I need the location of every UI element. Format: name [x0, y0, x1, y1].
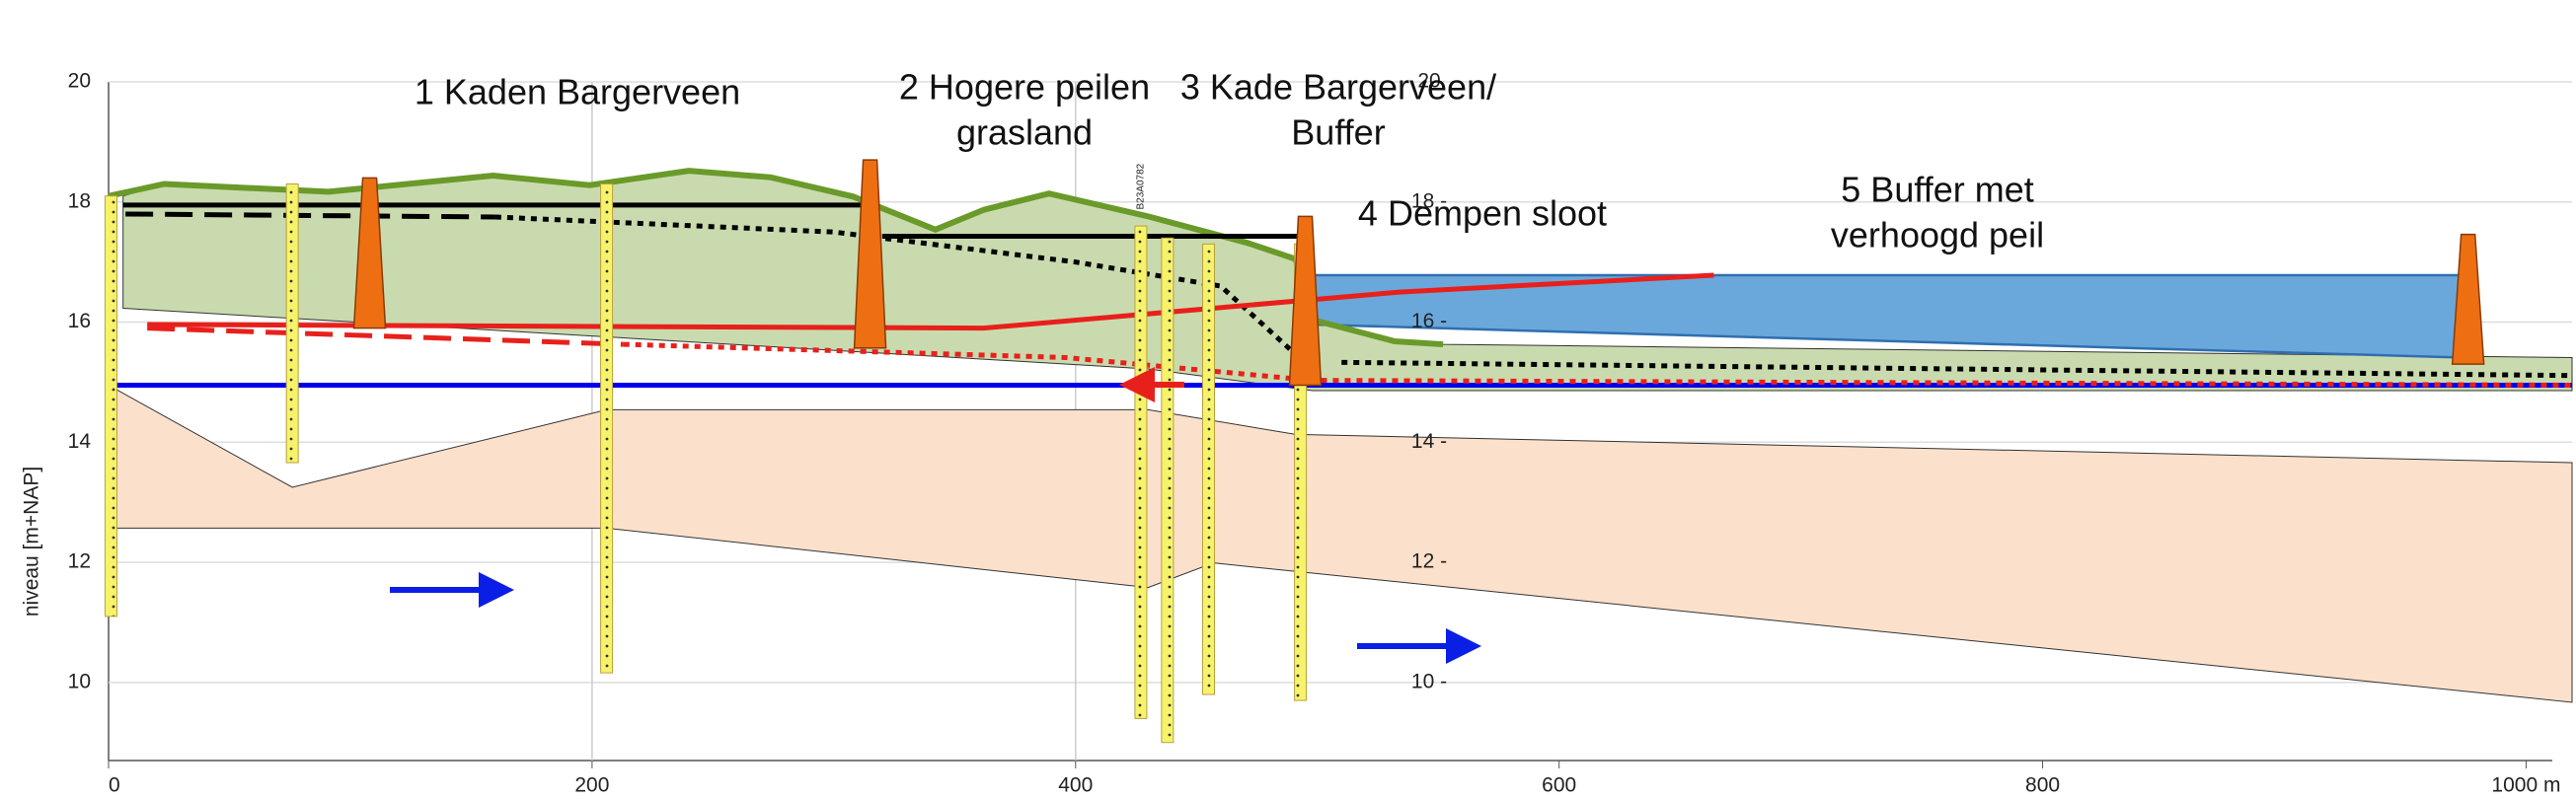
- x-tick-label: 600: [1542, 774, 1576, 797]
- annotation: Buffer: [1291, 112, 1385, 153]
- level-line: [147, 272, 1714, 331]
- x-tick-label: 0: [109, 774, 120, 797]
- y-axis-label: niveau [m+NAP]: [21, 467, 43, 617]
- dam: [853, 159, 887, 349]
- y-tick-label: 20: [68, 70, 91, 93]
- y-tick-label: 16: [68, 310, 91, 332]
- annotation: 1 Kaden Bargerveen: [415, 72, 740, 112]
- level-line: [623, 341, 2573, 388]
- level-line: [494, 214, 2573, 379]
- borehole: [285, 183, 299, 464]
- y-tick-label: 12: [68, 550, 91, 573]
- dam: [1288, 215, 1323, 387]
- x-tick-label: 800: [2025, 774, 2060, 797]
- layer-area: [108, 384, 2573, 703]
- level-line: [147, 326, 624, 347]
- annotation: 3 Kade Bargerveen/: [1180, 67, 1496, 108]
- x-tick-label: 400: [1058, 774, 1093, 797]
- y-tick-label: 14: [68, 430, 92, 453]
- annotation: 4 Dempen sloot: [1358, 193, 1607, 234]
- x-tick-label: 1000 m: [2491, 774, 2560, 797]
- annotation: 2 Hogere peilen: [899, 67, 1150, 108]
- level-line: [125, 211, 495, 220]
- x-tick-label: 200: [574, 774, 609, 797]
- borehole: [104, 195, 117, 617]
- y2-tick-label: 12 -: [1411, 550, 1447, 573]
- borehole-label: B23A0782: [1136, 163, 1147, 209]
- level-line: [122, 202, 1306, 239]
- annotation: verhoogd peil: [1831, 215, 2044, 255]
- y2-tick-label: 16 -: [1411, 310, 1447, 332]
- dam: [2451, 233, 2485, 365]
- annotation: grasland: [956, 112, 1093, 153]
- y-tick-label: 18: [68, 189, 91, 212]
- borehole: [1161, 237, 1174, 744]
- y-tick-label: 10: [68, 670, 91, 692]
- areas: [108, 170, 2573, 703]
- structures: [352, 159, 2485, 387]
- borehole: [600, 183, 614, 674]
- lines: [108, 168, 2573, 388]
- y2-tick-label: 20: [1417, 70, 1440, 93]
- borehole: [1134, 225, 1148, 719]
- y2-tick-label: 18 -: [1411, 189, 1447, 212]
- dam: [352, 177, 387, 329]
- y2-tick-label: 10 -: [1411, 670, 1447, 692]
- y2-tick-label: 14 -: [1411, 430, 1447, 453]
- annotation: 5 Buffer met: [1841, 170, 2033, 210]
- borehole: [1202, 243, 1216, 695]
